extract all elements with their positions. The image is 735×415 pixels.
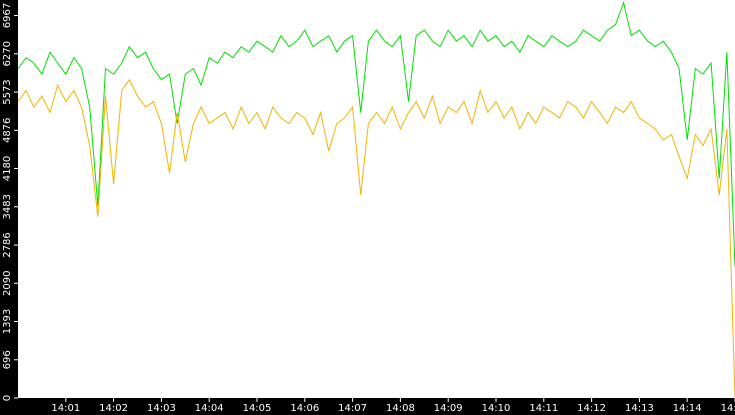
x-tick-label: 14:04	[195, 403, 224, 414]
x-tick-label: 14:08	[386, 403, 415, 414]
x-tick-label: 14:14	[673, 403, 702, 414]
y-tick-label: 6967	[2, 3, 13, 28]
y-tick-label: 2786	[2, 232, 13, 257]
y-tick-label: 3483	[2, 194, 13, 219]
x-tick-label: 14:12	[577, 403, 606, 414]
x-tick-label: 14:15	[721, 403, 735, 414]
plot-area	[18, 0, 735, 398]
series-line	[17, 1, 735, 267]
x-tick-label: 14:03	[147, 403, 176, 414]
x-tick-label: 14:01	[51, 403, 80, 414]
x-tick-label: 14:07	[338, 403, 367, 414]
y-tick-label: 2090	[2, 271, 13, 296]
series-line	[17, 78, 735, 399]
y-tick-label: 6270	[2, 41, 13, 66]
y-tick-label: 4180	[2, 156, 13, 181]
y-tick-label: 4876	[2, 118, 13, 143]
y-tick-label: 1393	[2, 309, 13, 334]
y-tick-label: 696	[2, 350, 13, 369]
x-tick-label: 14:06	[290, 403, 319, 414]
x-tick-label: 14:13	[625, 403, 654, 414]
x-tick-label: 14:11	[529, 403, 558, 414]
x-tick-label: 14:05	[243, 403, 272, 414]
x-tick-label: 14:02	[99, 403, 128, 414]
x-tick-label: 14:10	[482, 403, 511, 414]
y-tick-label: 0	[2, 395, 13, 401]
x-tick-label: 14:09	[434, 403, 463, 414]
y-tick-label: 5573	[2, 79, 13, 104]
